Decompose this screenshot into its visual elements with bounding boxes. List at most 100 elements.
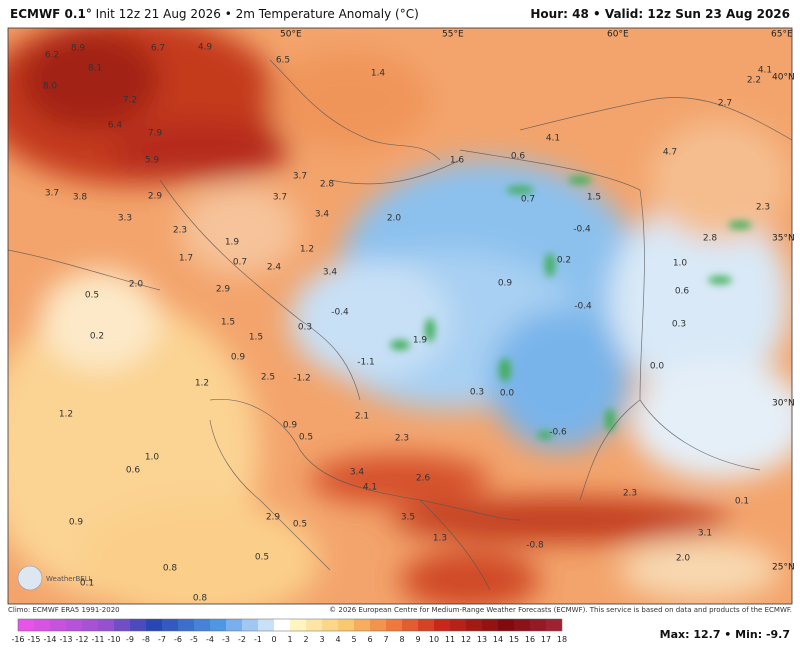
latitude-label: 35°N	[772, 234, 795, 244]
colorbar-frame	[17, 618, 563, 632]
run-info: Init 12z 21 Aug 2026 • 2m Temperature An…	[95, 7, 419, 21]
logo-text: WeatherBELL	[46, 575, 93, 583]
anomaly-label: 4.1	[363, 483, 377, 493]
anomaly-label: 7.9	[148, 129, 163, 139]
anomaly-label: 1.5	[587, 193, 601, 203]
anomaly-label: 0.9	[231, 353, 246, 363]
colorbar-tick: -3	[222, 635, 230, 644]
colorbar-cell	[546, 619, 562, 631]
anomaly-label: 5.9	[145, 156, 160, 166]
colorbar-tick: -1	[254, 635, 262, 644]
anomaly-label: 2.8	[320, 180, 335, 190]
colorbar-cell	[98, 619, 114, 631]
max-min: Max: 12.7 • Min: -9.7	[659, 628, 790, 641]
anomaly-label: 1.4	[371, 69, 386, 79]
anomaly-label: -0.4	[331, 308, 349, 318]
colorbar-cell	[418, 619, 434, 631]
logo: WeatherBELL	[17, 565, 93, 591]
anomaly-label: 3.1	[698, 529, 712, 539]
colorbar-cell	[466, 619, 482, 631]
anomaly-label: 6.7	[151, 44, 165, 54]
colorbar-tick: 16	[525, 635, 535, 644]
colorbar-tick: 11	[445, 635, 455, 644]
colorbar-tick: 0	[271, 635, 276, 644]
anomaly-label: 4.7	[663, 148, 677, 158]
colorbar-cell	[18, 619, 34, 631]
anomaly-label: 0.6	[511, 152, 526, 162]
anomaly-label: 2.0	[387, 214, 402, 224]
anomaly-label: 8.1	[88, 64, 102, 74]
colorbar-tick: -5	[190, 635, 198, 644]
anomaly-label: 0.8	[193, 594, 208, 604]
field	[8, 28, 792, 604]
colorbar-tick: -15	[27, 635, 40, 644]
anomaly-label: 2.3	[756, 203, 770, 213]
anomaly-label: 2.3	[623, 489, 637, 499]
anomaly-label: 0.5	[255, 553, 269, 563]
colorbar-tick: 6	[367, 635, 372, 644]
anomaly-label: 2.7	[718, 99, 732, 109]
colorbar-cell	[114, 619, 130, 631]
colorbar-tick: 10	[429, 635, 439, 644]
latitude-label: 40°N	[772, 73, 795, 83]
anomaly-label: 0.9	[498, 279, 513, 289]
colorbar-tick: 9	[415, 635, 420, 644]
anomaly-label: 0.7	[233, 258, 247, 268]
anomaly-label: 1.6	[450, 156, 465, 166]
colorbar-tick: -12	[75, 635, 88, 644]
anomaly-label: -0.8	[526, 541, 544, 551]
colorbar-tick: 15	[509, 635, 519, 644]
colorbar-cell	[66, 619, 82, 631]
anomaly-label: 0.2	[90, 332, 104, 342]
colorbar-cell	[178, 619, 194, 631]
anomaly-label: 0.2	[557, 256, 571, 266]
anomaly-label: -1.2	[293, 374, 311, 384]
anomaly-label: 1.5	[249, 333, 263, 343]
anomaly-label: 1.3	[433, 534, 447, 544]
anomaly-label: 3.7	[293, 172, 307, 182]
longitude-label: 60°E	[607, 30, 629, 40]
anomaly-label: 2.3	[395, 434, 409, 444]
anomaly-label: 1.0	[673, 259, 688, 269]
anomaly-label: 0.5	[85, 291, 99, 301]
anomaly-label: -1.1	[357, 358, 375, 368]
colorbar-cell	[50, 619, 66, 631]
colorbar-cell	[306, 619, 322, 631]
anomaly-label: 1.2	[195, 379, 209, 389]
colorbar-tick: -4	[206, 635, 214, 644]
colorbar-cell	[34, 619, 50, 631]
anomaly-label: 1.9	[413, 336, 428, 346]
anomaly-label: 0.0	[500, 389, 515, 399]
colorbar-tick: 13	[477, 635, 487, 644]
anomaly-label: 3.4	[350, 468, 365, 478]
copyright: © 2026 European Centre for Medium-Range …	[329, 606, 792, 614]
anomaly-label: 2.5	[261, 373, 275, 383]
colorbar-cell	[194, 619, 210, 631]
colorbar-cell	[402, 619, 418, 631]
colorbar-cell	[354, 619, 370, 631]
anomaly-label: 2.9	[266, 513, 281, 523]
colorbar-tick: 12	[461, 635, 471, 644]
colorbar-tick: 8	[399, 635, 404, 644]
anomaly-label: 3.7	[45, 189, 59, 199]
anomaly-label: 0.9	[69, 518, 84, 528]
anomaly-label: 4.1	[546, 134, 560, 144]
colorbar-cell	[322, 619, 338, 631]
anomaly-label: 3.4	[323, 268, 338, 278]
anomaly-label: 4.9	[198, 43, 213, 53]
colorbar-cell	[450, 619, 466, 631]
anomaly-label: 0.5	[299, 433, 313, 443]
anomaly-label: 4.1	[758, 66, 772, 76]
anomaly-label: 3.7	[273, 193, 287, 203]
colorbar-tick: -16	[11, 635, 24, 644]
colorbar-cell	[226, 619, 242, 631]
anomaly-label: 1.2	[59, 410, 73, 420]
anomaly-label: 7.2	[123, 96, 137, 106]
anomaly-label: 2.2	[747, 76, 761, 86]
colorbar-tick: 7	[383, 635, 388, 644]
colorbar-cell	[370, 619, 386, 631]
anomaly-label: 2.0	[676, 554, 691, 564]
anomaly-label: 3.8	[73, 193, 88, 203]
valid-time: Hour: 48 • Valid: 12z Sun 23 Aug 2026	[530, 7, 790, 21]
